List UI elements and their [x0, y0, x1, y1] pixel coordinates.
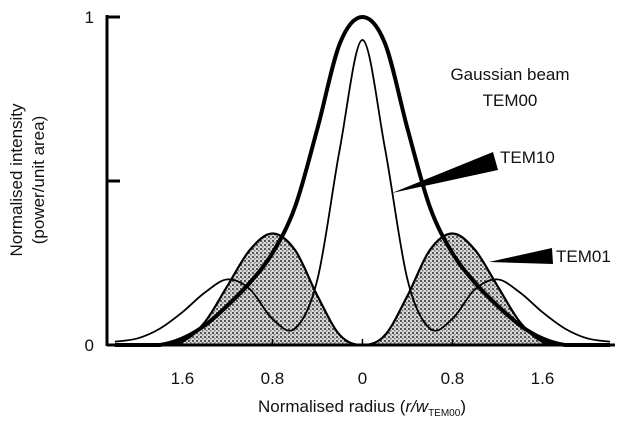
- series-line: [113, 232, 612, 347]
- x-label-close: ): [460, 397, 466, 416]
- arrow: [392, 152, 498, 193]
- y-tick-label: 0: [85, 336, 94, 355]
- x-tick-label: 0.8: [441, 369, 465, 388]
- y-label: Normalised intensity (power/unit area): [7, 103, 48, 257]
- x-tick-label: 1.6: [531, 369, 555, 388]
- x-label-text: Normalised radius: [258, 397, 395, 416]
- x-tick-label: 0.8: [261, 369, 285, 388]
- annotation: TEM10: [500, 148, 555, 167]
- x-label-var: r/w: [405, 397, 429, 416]
- x-label-sub: TEM00: [428, 408, 461, 419]
- series-line: [114, 39, 611, 343]
- series-line: [114, 15, 610, 347]
- annotation: TEM00: [483, 91, 538, 110]
- y-label-line: (power/unit area): [29, 116, 48, 245]
- annotation: Gaussian beam: [450, 65, 569, 84]
- y-label-line: Normalised intensity: [7, 103, 26, 257]
- annotation: TEM01: [556, 247, 611, 266]
- x-label-open: (: [400, 397, 406, 416]
- x-label: Normalised radius (r/wTEM00): [258, 397, 466, 419]
- x-tick-label: 1.6: [171, 369, 195, 388]
- x-tick-label: 0: [358, 369, 367, 388]
- y-tick-label: 1: [85, 8, 94, 27]
- arrow: [489, 248, 553, 264]
